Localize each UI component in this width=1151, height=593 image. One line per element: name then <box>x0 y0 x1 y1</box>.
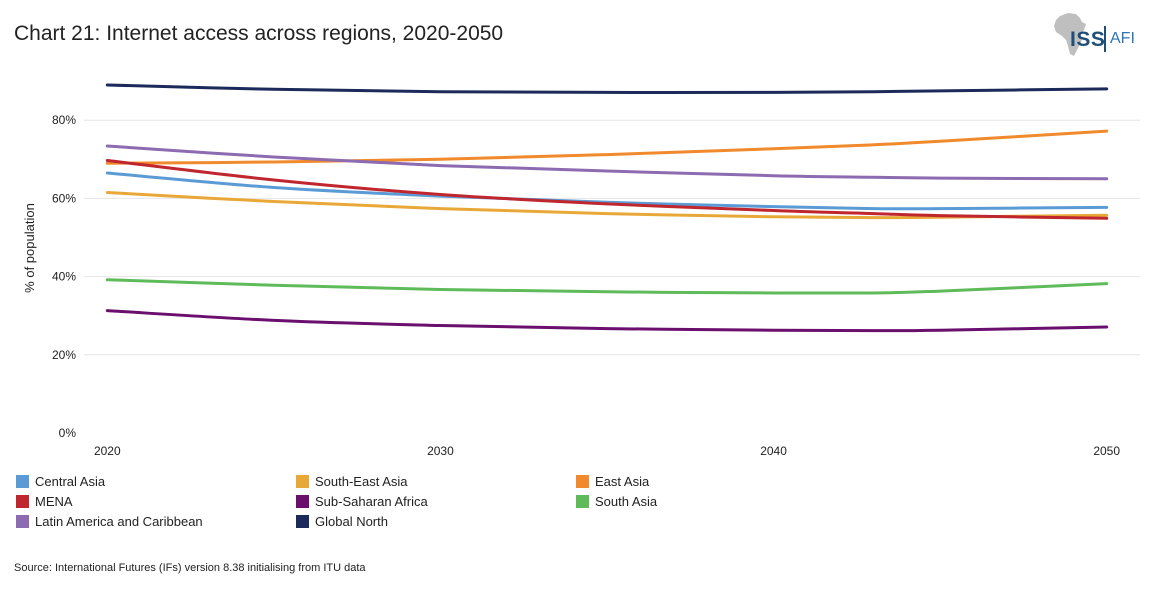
legend-label: South Asia <box>595 494 658 509</box>
line-chart: 0% 20% 40% 60% 80% 2020 2030 2040 2050 % of pop… <box>22 83 1140 458</box>
series-line-global-north <box>105 83 1109 95</box>
legend-label: Global North <box>315 514 388 529</box>
legend-item: Sub-Saharan Africa <box>296 494 428 509</box>
legend-swatch <box>296 495 309 508</box>
logo-iss-text: ISS <box>1070 28 1106 51</box>
logo-divider <box>1104 26 1106 52</box>
x-tick-label: 2050 <box>1093 444 1120 458</box>
series-line-mena <box>105 159 1109 220</box>
series-line-latin-america-and-caribbean <box>105 144 1109 181</box>
series-line-sub-saharan-africa <box>105 309 1109 333</box>
x-tick-label: 2030 <box>427 444 454 458</box>
legend-swatch <box>576 475 589 488</box>
legend-label: Sub-Saharan Africa <box>315 494 428 509</box>
series-line-south-asia <box>105 278 1109 295</box>
legend-item: Central Asia <box>16 474 105 489</box>
series-lines <box>105 83 1109 333</box>
series-line-south-east-asia <box>105 191 1109 220</box>
legend-swatch <box>16 495 29 508</box>
y-axis-label: % of population <box>22 203 37 293</box>
source-note: Source: International Futures (IFs) vers… <box>14 562 366 574</box>
legend-item: Latin America and Caribbean <box>16 514 203 529</box>
legend-swatch <box>296 475 309 488</box>
y-tick-label: 80% <box>52 113 76 127</box>
legend-label: Latin America and Caribbean <box>35 514 203 529</box>
y-axis-ticks: 0% 20% 40% 60% 80% <box>52 113 76 440</box>
legend-swatch <box>296 515 309 528</box>
legend-label: South-East Asia <box>315 474 408 489</box>
chart-title: Chart 21: Internet access across regions… <box>14 22 504 45</box>
y-tick-label: 60% <box>52 191 76 205</box>
logo-afi-text: AFI <box>1110 30 1135 47</box>
legend-item: East Asia <box>576 474 649 489</box>
series-line-east-asia <box>105 129 1109 165</box>
y-tick-label: 40% <box>52 270 76 284</box>
legend-label: MENA <box>35 494 73 509</box>
x-tick-label: 2020 <box>94 444 121 458</box>
x-axis-ticks: 2020 2030 2040 2050 <box>94 444 1120 458</box>
grid-lines <box>84 119 1140 356</box>
series-line-central-asia <box>105 171 1109 211</box>
legend-item: South Asia <box>576 494 657 509</box>
iss-afi-logo: ISS AFI <box>1052 10 1140 60</box>
legend-label: East Asia <box>595 474 650 489</box>
legend-label: Central Asia <box>35 474 106 489</box>
y-tick-label: 20% <box>52 348 76 362</box>
x-tick-label: 2040 <box>760 444 787 458</box>
legend-swatch <box>16 515 29 528</box>
legend-item: Global North <box>296 514 388 529</box>
legend-item: South-East Asia <box>296 474 408 489</box>
legend-swatch <box>576 495 589 508</box>
africa-map-icon <box>1054 13 1086 56</box>
legend-item: MENA <box>16 494 73 509</box>
legend-swatch <box>16 475 29 488</box>
y-tick-label: 0% <box>59 426 77 440</box>
